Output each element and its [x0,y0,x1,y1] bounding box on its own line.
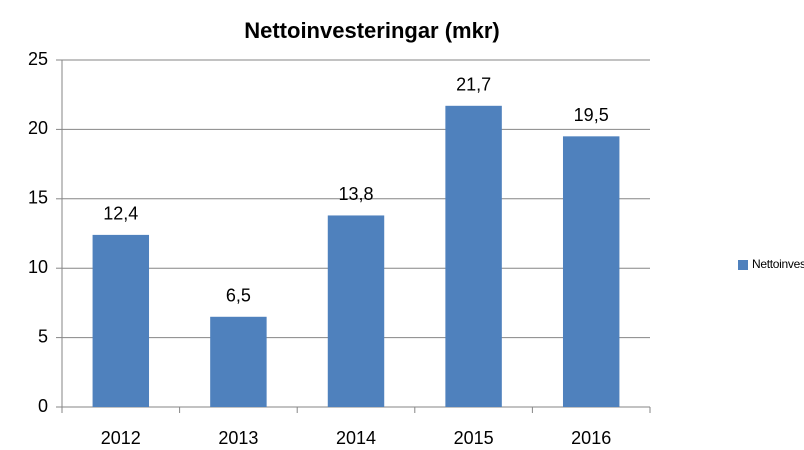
legend-label: Nettoinvesteringar [752,257,804,271]
y-tick-label: 5 [38,326,48,346]
y-tick-label: 15 [28,188,48,208]
x-tick-label: 2014 [336,428,376,448]
y-tick-label: 20 [28,118,48,138]
data-label: 12,4 [103,204,138,224]
x-tick-label: 2016 [571,428,611,448]
x-tick-label: 2013 [218,428,258,448]
chart-title: Nettoinvesteringar (mkr) [244,18,500,43]
bar [562,136,620,407]
bar [210,316,267,407]
data-label: 13,8 [338,184,373,204]
y-tick-label: 10 [28,257,48,277]
bar [92,234,150,407]
bar [327,215,385,407]
legend-swatch [738,260,748,270]
y-tick-label: 0 [38,396,48,416]
data-label: 21,7 [456,75,491,95]
data-label: 19,5 [574,105,609,125]
x-tick-label: 2015 [454,428,494,448]
data-label: 6,5 [226,286,251,306]
bar [445,105,502,407]
x-tick-label: 2012 [101,428,141,448]
y-tick-label: 25 [28,49,48,69]
